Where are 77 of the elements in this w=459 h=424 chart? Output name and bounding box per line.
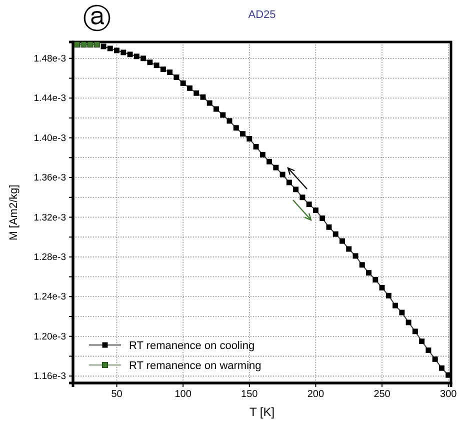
y-tick-label: 1.28e-3 — [34, 252, 66, 263]
x-tick-label: 100 — [174, 389, 192, 400]
point — [438, 365, 444, 371]
point — [386, 292, 392, 298]
point — [326, 224, 332, 230]
point — [80, 41, 87, 48]
point — [186, 85, 192, 91]
point — [220, 112, 226, 118]
y-tick-label: 1.32e-3 — [34, 212, 66, 224]
y-tick-label: 1.20e-3 — [34, 331, 66, 342]
point — [87, 41, 94, 48]
point — [167, 70, 173, 76]
x-axis-title: T [K] — [249, 405, 275, 419]
point — [226, 118, 232, 124]
point — [340, 238, 345, 244]
point — [127, 52, 133, 58]
point — [253, 144, 259, 150]
point — [320, 215, 326, 221]
y-tick-label: 1.48e-3 — [34, 53, 66, 64]
point — [300, 194, 306, 200]
x-tick-label: 150 — [241, 389, 258, 400]
point — [94, 41, 100, 48]
point — [432, 356, 438, 362]
chart-title: AD25 — [248, 9, 276, 21]
point — [154, 62, 160, 68]
point — [419, 338, 425, 344]
point — [352, 253, 358, 259]
point — [74, 41, 80, 48]
point — [260, 152, 266, 158]
point — [107, 46, 113, 52]
legend-label: RT remanence on warming — [129, 360, 262, 372]
point — [399, 310, 405, 316]
y-tick-label: 1.44e-3 — [34, 93, 66, 104]
point — [366, 270, 372, 276]
point — [346, 246, 352, 252]
point — [100, 44, 106, 50]
point — [426, 348, 432, 353]
point — [372, 277, 378, 282]
point — [160, 66, 166, 72]
point — [174, 74, 180, 80]
point — [114, 48, 120, 54]
point — [406, 320, 412, 326]
point — [332, 231, 338, 237]
point — [293, 186, 299, 192]
point — [412, 328, 418, 334]
x-tick-label: 250 — [374, 389, 391, 400]
point — [214, 106, 219, 112]
x-tick-label: 200 — [307, 389, 324, 400]
point — [273, 164, 279, 170]
legend-label: RT remanence on cooling — [129, 340, 255, 352]
text: ⓐ — [83, 3, 111, 34]
point — [392, 302, 398, 308]
point — [286, 180, 292, 186]
point — [120, 50, 126, 56]
point — [280, 172, 286, 178]
point — [306, 202, 312, 208]
y-tick-label: 1.40e-3 — [34, 132, 66, 144]
y-tick-label: 1.16e-3 — [34, 371, 66, 382]
y-tick-label: 1.24e-3 — [34, 292, 66, 303]
y-axis-title: M [Am2/kg] — [8, 184, 20, 240]
point — [312, 208, 318, 214]
point — [194, 90, 200, 96]
point — [180, 80, 186, 86]
point — [200, 94, 206, 100]
point — [240, 131, 246, 137]
point — [266, 158, 272, 164]
point — [359, 262, 365, 268]
point — [147, 60, 153, 66]
point — [233, 125, 239, 131]
x-tick-label: 50 — [111, 389, 123, 400]
point — [206, 100, 212, 106]
x-tick-label: 300 — [440, 389, 458, 400]
point — [140, 56, 146, 62]
point — [379, 284, 385, 290]
y-tick-label: 1.36e-3 — [34, 172, 66, 184]
point — [246, 136, 252, 142]
point — [134, 54, 140, 60]
